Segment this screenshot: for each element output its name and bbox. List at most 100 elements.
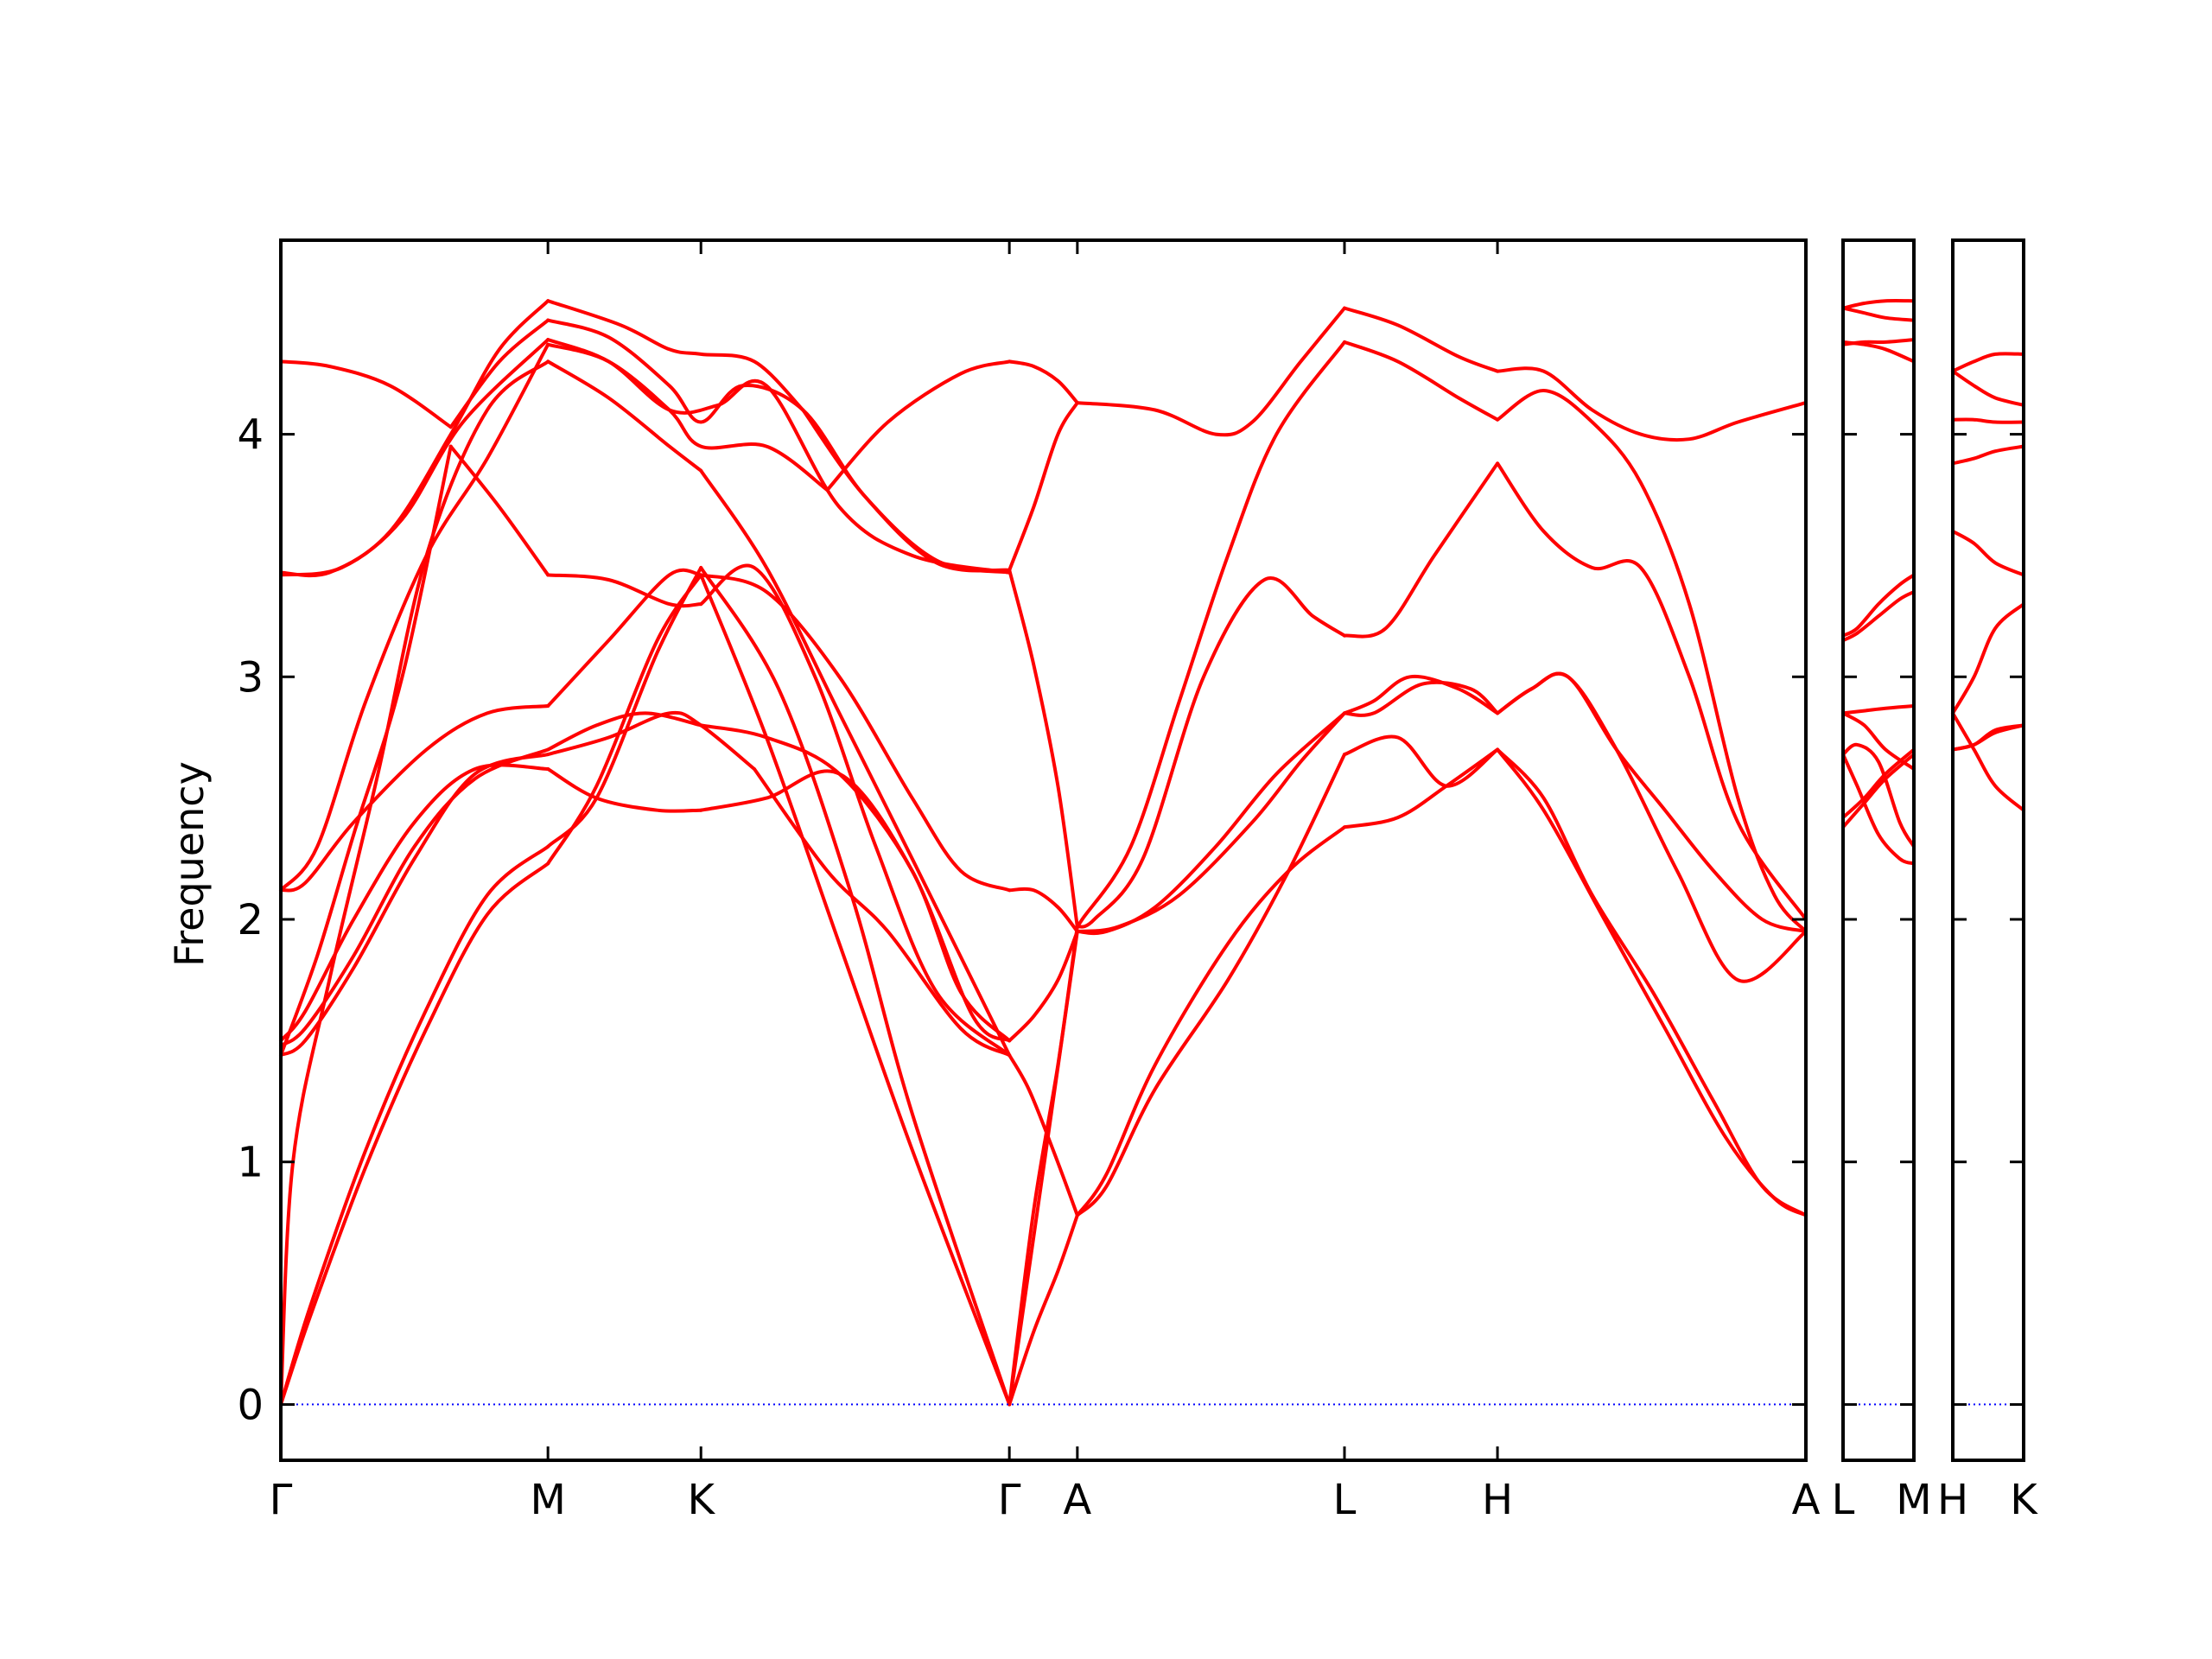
band-segment bbox=[1496, 747, 1808, 1217]
x-tick-label: A bbox=[1792, 1476, 1821, 1524]
band-segment bbox=[546, 767, 703, 813]
y-axis-label: Frequency bbox=[166, 761, 213, 967]
band-segment bbox=[546, 711, 703, 752]
band-segment bbox=[1951, 352, 2025, 373]
band-segment bbox=[1343, 674, 1500, 715]
band-segment bbox=[1007, 887, 1079, 933]
band-segment bbox=[1841, 704, 1916, 715]
band-segment bbox=[1075, 753, 1346, 1217]
band-segment bbox=[1841, 298, 1916, 310]
band-segment bbox=[279, 342, 550, 893]
band-segment bbox=[1841, 753, 1916, 866]
x-tick-label: L bbox=[1832, 1476, 1855, 1524]
band-segment bbox=[1841, 340, 1916, 364]
band-segment bbox=[1951, 602, 2025, 715]
band-segment bbox=[1343, 306, 1500, 373]
band-segment bbox=[699, 769, 1012, 1043]
band-segment bbox=[825, 359, 1012, 493]
band-segment bbox=[699, 573, 1012, 1407]
band-segment bbox=[1075, 711, 1346, 936]
band-segment bbox=[279, 359, 453, 429]
y-tick-label: 4 bbox=[237, 411, 264, 460]
band-segment bbox=[699, 573, 1012, 893]
band-segment bbox=[448, 444, 550, 577]
band-segment bbox=[279, 753, 550, 1058]
y-tick-label: 1 bbox=[237, 1139, 264, 1187]
band-segment bbox=[279, 861, 550, 1407]
x-tick-label: H bbox=[1482, 1476, 1513, 1524]
x-tick-label: Γ bbox=[998, 1476, 1021, 1524]
band-segment bbox=[1951, 711, 2025, 812]
band-segment bbox=[279, 338, 550, 577]
band-segment bbox=[699, 468, 1012, 1058]
band-segment bbox=[1496, 388, 1808, 933]
band-segment bbox=[546, 338, 1012, 575]
band-segment bbox=[801, 408, 1012, 575]
band-segment bbox=[279, 444, 453, 1058]
band-segment bbox=[1951, 444, 2025, 466]
axes-frames bbox=[279, 238, 2025, 1462]
x-tick-label: A bbox=[1063, 1476, 1091, 1524]
band-segment bbox=[1075, 576, 1346, 929]
band-segment bbox=[1496, 461, 1808, 921]
band-segment bbox=[279, 763, 550, 1043]
x-tick-label: M bbox=[1896, 1476, 1931, 1524]
band-segment bbox=[279, 359, 550, 1407]
band-segment bbox=[279, 299, 550, 578]
plot-frame bbox=[1841, 238, 1916, 1462]
band-segment bbox=[546, 299, 805, 412]
x-tick-label: M bbox=[530, 1476, 565, 1524]
band-segment bbox=[546, 318, 1012, 573]
band-segment bbox=[1496, 671, 1808, 983]
band-segment bbox=[546, 342, 830, 493]
band-segment bbox=[546, 359, 703, 473]
band-segment bbox=[448, 318, 550, 429]
band-segment bbox=[1496, 366, 1808, 442]
band-segment bbox=[279, 844, 550, 1407]
x-tick-label: H bbox=[1937, 1476, 1968, 1524]
band-segment bbox=[1343, 734, 1500, 788]
bands-layer bbox=[279, 298, 2025, 1407]
y-tick-label: 3 bbox=[237, 653, 264, 702]
x-tick-label: K bbox=[2010, 1476, 2038, 1524]
x-tick-label: K bbox=[687, 1476, 715, 1524]
band-segment bbox=[1007, 930, 1079, 1043]
band-segment bbox=[279, 704, 550, 893]
band-segment bbox=[1841, 338, 1916, 346]
band-segment bbox=[1075, 340, 1346, 930]
band-segment bbox=[279, 747, 550, 1047]
plot-frame bbox=[1951, 238, 2025, 1462]
y-tick-label: 0 bbox=[237, 1381, 264, 1429]
band-segment bbox=[1075, 825, 1346, 1217]
plot-frame bbox=[279, 238, 1808, 1462]
band-segment bbox=[753, 767, 1012, 1058]
band-segment bbox=[1343, 340, 1500, 422]
band-segment bbox=[546, 568, 703, 708]
band-segment bbox=[1841, 573, 1916, 638]
band-segment bbox=[1951, 369, 2025, 407]
band-segment bbox=[546, 573, 703, 608]
band-segment bbox=[699, 563, 1012, 1058]
band-segment bbox=[546, 710, 756, 771]
band-segment bbox=[1496, 671, 1808, 933]
band-segment bbox=[1951, 417, 2025, 424]
band-segment bbox=[1007, 1213, 1079, 1407]
x-tick-label: Γ bbox=[270, 1476, 293, 1524]
band-segment bbox=[1007, 1053, 1079, 1217]
band-segment bbox=[699, 566, 1012, 1407]
band-segment bbox=[1951, 529, 2025, 577]
band-segment bbox=[1007, 568, 1079, 929]
band-segment bbox=[1841, 742, 1916, 849]
y-tick-label: 2 bbox=[237, 896, 264, 944]
band-segment bbox=[1841, 753, 1916, 830]
band-segment bbox=[1841, 306, 1916, 322]
band-segment bbox=[1007, 930, 1079, 1407]
band-segment bbox=[1343, 461, 1500, 639]
tick-marks bbox=[279, 240, 2025, 1460]
band-segment bbox=[1343, 680, 1500, 717]
band-segment bbox=[1075, 306, 1346, 437]
band-segment bbox=[1007, 401, 1079, 572]
band-segment bbox=[1951, 723, 2025, 752]
band-segment bbox=[546, 566, 703, 849]
